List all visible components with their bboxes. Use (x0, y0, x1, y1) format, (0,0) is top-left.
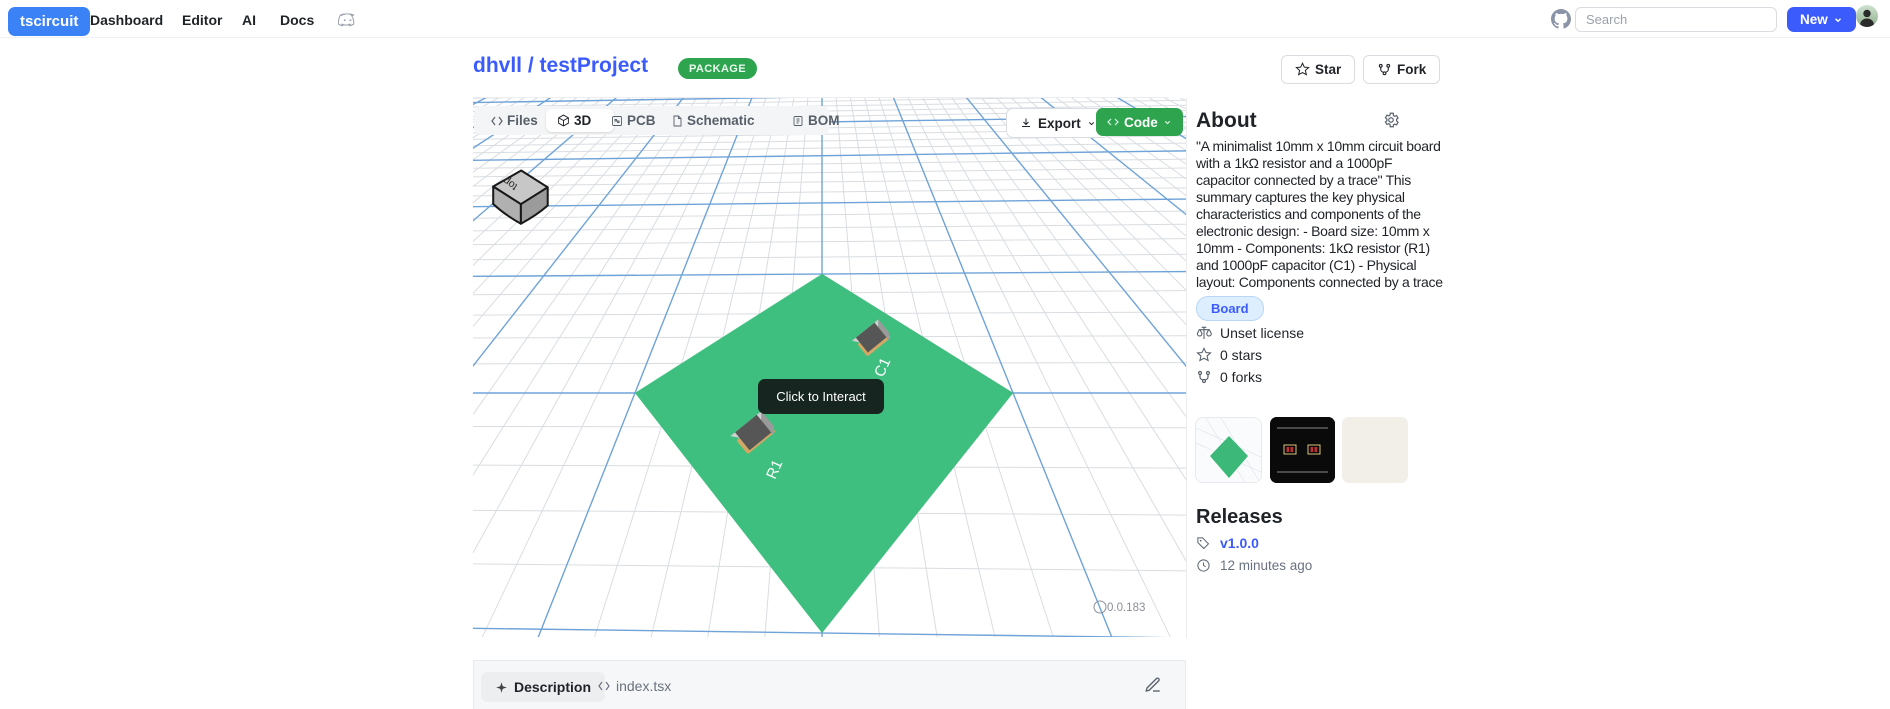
svg-text:Click to Interact: Click to Interact (776, 389, 866, 404)
svg-text:0.0.183: 0.0.183 (1107, 602, 1145, 614)
